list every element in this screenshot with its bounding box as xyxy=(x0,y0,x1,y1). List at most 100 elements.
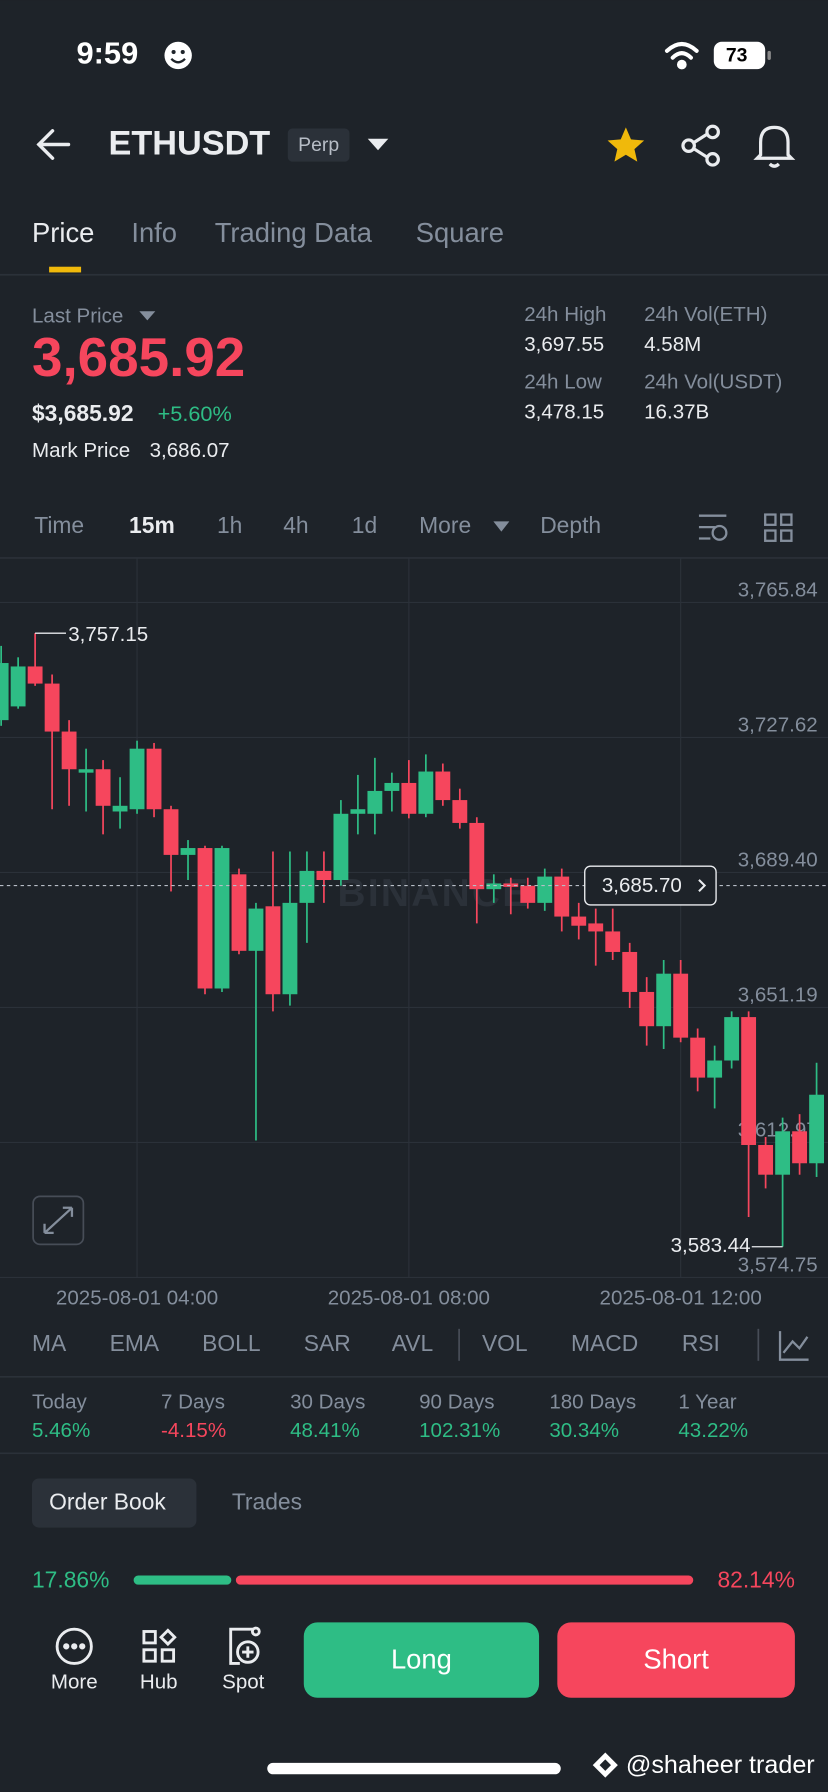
back-button[interactable] xyxy=(36,129,71,160)
indicator[interactable]: BOLL xyxy=(202,1330,260,1356)
interval[interactable]: 1d xyxy=(352,512,377,538)
candle-body xyxy=(146,748,162,810)
interval[interactable]: 15m xyxy=(129,512,175,538)
candle-body xyxy=(605,931,621,952)
indicator-settings[interactable] xyxy=(778,1331,809,1361)
candle-body xyxy=(588,923,604,932)
stat-value: 3,478.15 xyxy=(524,400,604,423)
nav-label[interactable]: Spot xyxy=(222,1670,265,1693)
expand-button[interactable] xyxy=(32,1195,85,1246)
chevron xyxy=(698,879,707,892)
tab[interactable]: Price xyxy=(32,217,94,248)
y-tick-label: 3,651.19 xyxy=(738,983,818,1006)
more-dropdown[interactable] xyxy=(493,521,510,532)
short-button[interactable] xyxy=(557,1622,795,1698)
symbol-dropdown[interactable] xyxy=(367,138,389,151)
period-label: 180 Days xyxy=(549,1391,636,1414)
candle-body xyxy=(622,951,638,992)
home-indicator xyxy=(267,1762,561,1775)
interval[interactable]: Time xyxy=(34,512,84,538)
period-change: 43.22% xyxy=(678,1419,748,1442)
wifi-icon xyxy=(664,42,699,70)
period-change: 5.46% xyxy=(32,1419,90,1442)
order-book-tab[interactable]: Order Book xyxy=(49,1489,166,1515)
interval[interactable]: More xyxy=(419,512,471,538)
candle-body xyxy=(673,973,689,1038)
candle-body xyxy=(452,800,468,823)
period-change: 30.34% xyxy=(549,1419,619,1442)
candle-body xyxy=(809,1094,825,1164)
candle-body xyxy=(299,870,315,903)
tab-indicator xyxy=(49,266,82,273)
period-label: 90 Days xyxy=(419,1391,494,1414)
stat-label: 24h Low xyxy=(524,371,602,394)
candle-body xyxy=(656,973,672,1027)
period-label: 30 Days xyxy=(290,1391,365,1414)
short-label[interactable]: Short xyxy=(643,1643,709,1674)
mark-price: 3,686.07 xyxy=(150,439,230,462)
tab[interactable]: Info xyxy=(131,217,177,248)
interval[interactable]: 4h xyxy=(283,512,308,538)
share-button[interactable] xyxy=(681,124,720,167)
symbol: ETHUSDT xyxy=(108,125,270,163)
usd-price: $3,685.92 xyxy=(32,400,134,426)
alert-bell[interactable] xyxy=(753,125,796,168)
long-button[interactable] xyxy=(303,1622,540,1698)
indicator[interactable]: RSI xyxy=(682,1330,720,1356)
stat-label: 24h Vol(USDT) xyxy=(644,371,782,394)
period-change: 102.31% xyxy=(419,1419,500,1442)
interval[interactable]: 1h xyxy=(217,512,242,538)
stat-value: 16.37B xyxy=(644,400,709,423)
tab[interactable]: Trading Data xyxy=(215,217,373,248)
nav-label[interactable]: More xyxy=(51,1670,98,1693)
low-label: 3,583.44 xyxy=(671,1234,751,1257)
hub-icon[interactable] xyxy=(142,1628,177,1663)
candle-body xyxy=(316,870,332,881)
x-tick-label: 2025-08-01 04:00 xyxy=(56,1287,218,1310)
price-type-dropdown[interactable] xyxy=(139,311,156,321)
stat-value: 4.58M xyxy=(644,333,701,356)
x-tick-label: 2025-08-01 08:00 xyxy=(328,1287,490,1310)
layout-icon[interactable] xyxy=(764,513,793,542)
candle-body xyxy=(129,748,145,810)
period-label: 7 Days xyxy=(161,1391,225,1414)
y-tick-label: 3,574.75 xyxy=(738,1253,818,1276)
current-price-box[interactable] xyxy=(584,865,717,906)
chart-settings-icon[interactable] xyxy=(698,514,728,541)
favorite-star[interactable] xyxy=(607,127,645,162)
candle-body xyxy=(61,731,77,770)
last-price-label: Last Price xyxy=(32,304,123,327)
indicator[interactable]: VOL xyxy=(482,1330,528,1356)
candle-body xyxy=(248,908,264,951)
candles xyxy=(0,633,825,1247)
tab[interactable]: Square xyxy=(416,217,504,248)
trades-tab[interactable]: Trades xyxy=(232,1489,302,1515)
indicator[interactable]: SAR xyxy=(304,1330,351,1356)
interval[interactable]: Depth xyxy=(540,512,601,538)
stat-value: 3,697.55 xyxy=(524,333,604,356)
spot-icon[interactable] xyxy=(229,1626,261,1665)
mark-price-label: Mark Price xyxy=(32,439,130,462)
candle-body xyxy=(741,1017,757,1145)
nav-label[interactable]: Hub xyxy=(140,1670,178,1693)
indicator[interactable]: MA xyxy=(32,1330,67,1356)
current-price-label: 3,685.70 xyxy=(602,874,682,897)
long-label[interactable]: Long xyxy=(391,1643,452,1674)
candle-body xyxy=(112,805,128,812)
candle-body xyxy=(537,876,553,903)
order-book-tab-bg xyxy=(31,1478,197,1528)
candle-body xyxy=(231,874,247,951)
more-icon[interactable] xyxy=(55,1627,93,1665)
battery-level: 73 xyxy=(726,45,748,67)
period-label: Today xyxy=(32,1391,88,1414)
period-label: 1 Year xyxy=(678,1391,736,1414)
candle-body xyxy=(367,790,383,814)
indicator[interactable]: MACD xyxy=(571,1330,638,1356)
candle-body xyxy=(282,902,298,995)
stat-label: 24h Vol(ETH) xyxy=(644,303,767,326)
candle-body xyxy=(95,769,111,806)
indicator[interactable]: EMA xyxy=(110,1330,160,1356)
indicator[interactable]: AVL xyxy=(392,1330,433,1356)
period-change: -4.15% xyxy=(161,1419,226,1442)
